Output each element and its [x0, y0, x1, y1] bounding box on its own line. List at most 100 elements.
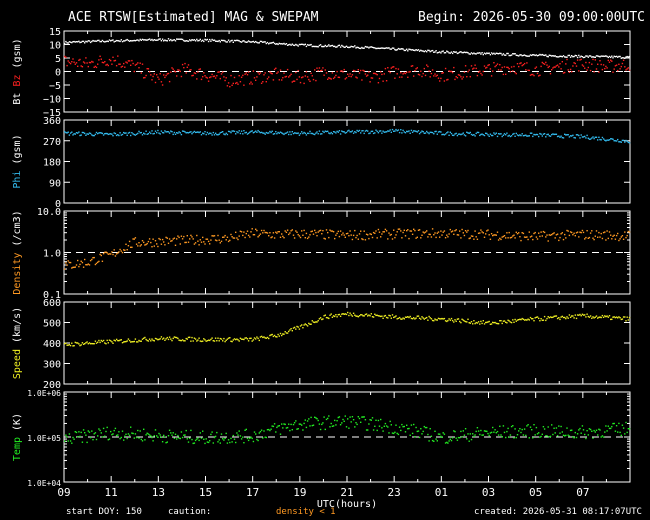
data-point — [112, 253, 114, 256]
data-point — [150, 241, 152, 244]
data-point — [370, 313, 372, 315]
data-point — [200, 40, 203, 42]
data-point — [107, 40, 109, 43]
data-point — [185, 72, 187, 74]
data-point — [571, 135, 573, 137]
data-point — [141, 240, 144, 242]
data-point — [467, 71, 469, 73]
data-point — [74, 63, 76, 65]
data-point — [439, 318, 441, 320]
data-point — [345, 77, 348, 79]
data-point — [276, 232, 278, 234]
data-point — [212, 235, 214, 237]
data-point — [615, 425, 618, 427]
data-point — [119, 339, 121, 341]
data-point — [617, 431, 619, 433]
data-point — [130, 246, 132, 248]
data-point — [311, 230, 313, 232]
data-point — [626, 55, 628, 58]
data-point — [253, 41, 256, 44]
data-point — [427, 65, 429, 68]
data-point — [525, 319, 527, 321]
data-point — [555, 133, 558, 135]
data-point — [105, 343, 107, 345]
data-point — [523, 62, 526, 65]
data-point — [613, 316, 615, 318]
data-point — [176, 336, 178, 339]
data-point — [539, 53, 541, 56]
data-point — [302, 429, 304, 431]
data-point — [460, 430, 462, 433]
data-point — [246, 230, 249, 232]
data-point — [325, 130, 328, 133]
data-point — [324, 428, 326, 431]
data-point — [453, 51, 455, 53]
data-point — [218, 39, 220, 42]
data-point — [348, 314, 350, 317]
data-point — [573, 437, 575, 439]
data-point — [475, 321, 477, 324]
data-point — [586, 69, 588, 71]
data-point — [345, 313, 348, 316]
data-point — [252, 70, 255, 72]
data-point — [230, 74, 232, 77]
data-point — [334, 76, 336, 78]
data-point — [606, 139, 608, 141]
data-point — [571, 315, 573, 317]
y-tick-label: 0 — [55, 199, 61, 210]
data-point — [259, 40, 262, 43]
data-point — [371, 46, 374, 48]
data-point — [474, 135, 476, 137]
data-point — [401, 318, 403, 320]
data-point — [365, 313, 368, 315]
data-point — [395, 67, 397, 70]
data-point — [146, 68, 148, 70]
data-point — [322, 45, 324, 48]
data-point — [540, 54, 542, 56]
data-point — [233, 438, 236, 440]
data-point — [573, 55, 575, 58]
data-point — [505, 54, 507, 56]
data-point — [144, 76, 146, 79]
data-point — [383, 425, 385, 427]
data-point — [130, 64, 132, 66]
data-point — [298, 134, 301, 136]
data-point — [238, 430, 240, 432]
data-point — [211, 73, 213, 76]
data-point — [407, 76, 409, 78]
data-point — [558, 239, 560, 242]
data-point — [101, 132, 104, 135]
data-point — [505, 321, 507, 323]
data-point — [253, 77, 256, 79]
data-point — [88, 342, 91, 344]
data-point — [209, 132, 211, 134]
data-point — [499, 320, 501, 322]
data-point — [576, 56, 579, 59]
data-point — [235, 82, 237, 85]
data-point — [197, 339, 199, 341]
data-point — [561, 431, 563, 433]
data-point — [397, 433, 400, 436]
data-point — [377, 47, 380, 49]
data-point — [273, 68, 276, 71]
data-point — [296, 44, 298, 46]
data-point — [614, 430, 617, 432]
y-tick-label: 270 — [43, 137, 61, 148]
data-point — [490, 75, 493, 77]
data-point — [367, 130, 369, 132]
data-point — [615, 140, 618, 142]
data-point — [450, 70, 453, 73]
data-point — [482, 70, 484, 73]
data-point — [113, 339, 115, 341]
data-point — [613, 422, 615, 425]
data-point — [298, 235, 301, 237]
data-point — [545, 236, 547, 238]
data-point — [119, 248, 121, 251]
data-point — [420, 318, 422, 320]
data-point — [400, 72, 402, 74]
data-point — [314, 45, 316, 48]
data-point — [206, 238, 209, 240]
data-point — [621, 62, 624, 65]
data-point — [186, 131, 188, 134]
data-point — [470, 321, 473, 323]
